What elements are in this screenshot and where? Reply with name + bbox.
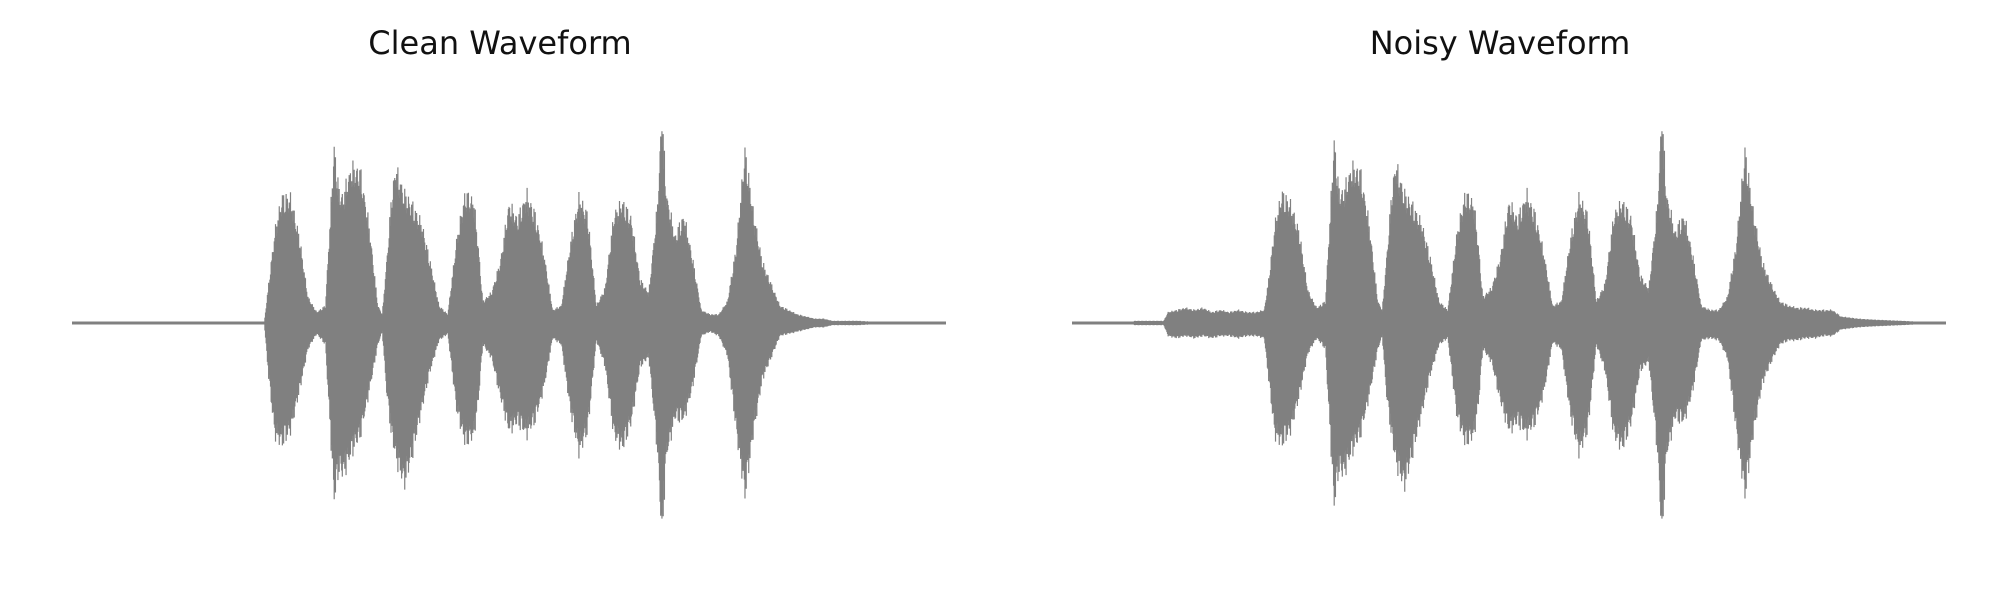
noisy-waveform-plot xyxy=(1072,131,1946,519)
clean-waveform-panel: Clean Waveform xyxy=(72,24,946,519)
noisy-waveform-panel: Noisy Waveform xyxy=(1000,0,2000,600)
noisy-waveform-signal xyxy=(1133,131,1946,519)
clean-waveform-plot xyxy=(72,131,946,519)
noisy-waveform-series xyxy=(1072,131,1946,519)
clean-waveform-title: Clean Waveform xyxy=(368,24,632,62)
noisy-waveform-title: Noisy Waveform xyxy=(1369,24,1631,62)
clean-waveform-signal xyxy=(264,131,946,519)
clean-waveform-series xyxy=(72,131,946,519)
